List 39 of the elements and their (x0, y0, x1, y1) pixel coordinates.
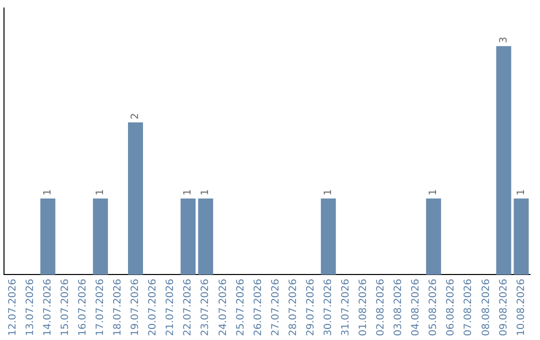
x-tick-label: 07.08.2026 (463, 278, 474, 336)
x-tick-label: 13.07.2026 (24, 278, 36, 336)
x-tick-label: 14.07.2026 (42, 278, 54, 336)
x-tick-label: 15.07.2026 (60, 278, 71, 336)
data-label: 1 (182, 189, 194, 196)
data-label: 1 (322, 189, 334, 196)
x-tick-label: 18.07.2026 (112, 278, 124, 336)
x-tick-label: 23.07.2026 (200, 278, 212, 336)
x-tick-label: 10.08.2026 (516, 278, 527, 336)
data-label: 1 (516, 189, 527, 196)
x-tick-label: 24.07.2026 (218, 278, 229, 336)
data-label: 2 (130, 112, 142, 120)
x-tick-label: 30.07.2026 (322, 278, 334, 336)
x-tick-label: 31.07.2026 (340, 278, 352, 336)
x-tick-label: 12.07.2026 (7, 278, 18, 336)
x-tick-label: 09.08.2026 (498, 278, 510, 336)
x-tick-label: 21.07.2026 (165, 278, 176, 336)
data-label: 1 (95, 189, 106, 196)
x-tick-label: 22.07.2026 (182, 278, 194, 336)
data-label: 1 (200, 189, 212, 196)
x-tick-label: 02.08.2026 (376, 278, 387, 336)
x-tick-label: 04.08.2026 (410, 278, 422, 336)
x-tick-label: 26.07.2026 (252, 278, 264, 336)
data-label: 1 (428, 189, 440, 196)
x-tick-label: 05.08.2026 (428, 278, 440, 336)
data-label: 3 (498, 36, 510, 44)
x-tick-label: 20.07.2026 (148, 278, 159, 336)
x-tick-label: 28.07.2026 (288, 278, 299, 336)
data-label: 1 (42, 189, 54, 196)
x-tick-label: 27.07.2026 (270, 278, 282, 336)
x-tick-label: 25.07.2026 (235, 278, 246, 336)
x-tick-label: 08.08.2026 (480, 278, 492, 336)
x-tick-label: 16.07.2026 (77, 278, 88, 336)
x-tick-label: 03.08.2026 (393, 278, 404, 336)
x-tick-label: 17.07.2026 (95, 278, 106, 336)
x-tick-label: 19.07.2026 (130, 278, 142, 336)
x-tick-label: 29.07.2026 (305, 278, 316, 336)
x-tick-label: 01.08.2026 (358, 278, 370, 336)
x-tick-label: 06.08.2026 (446, 278, 457, 336)
